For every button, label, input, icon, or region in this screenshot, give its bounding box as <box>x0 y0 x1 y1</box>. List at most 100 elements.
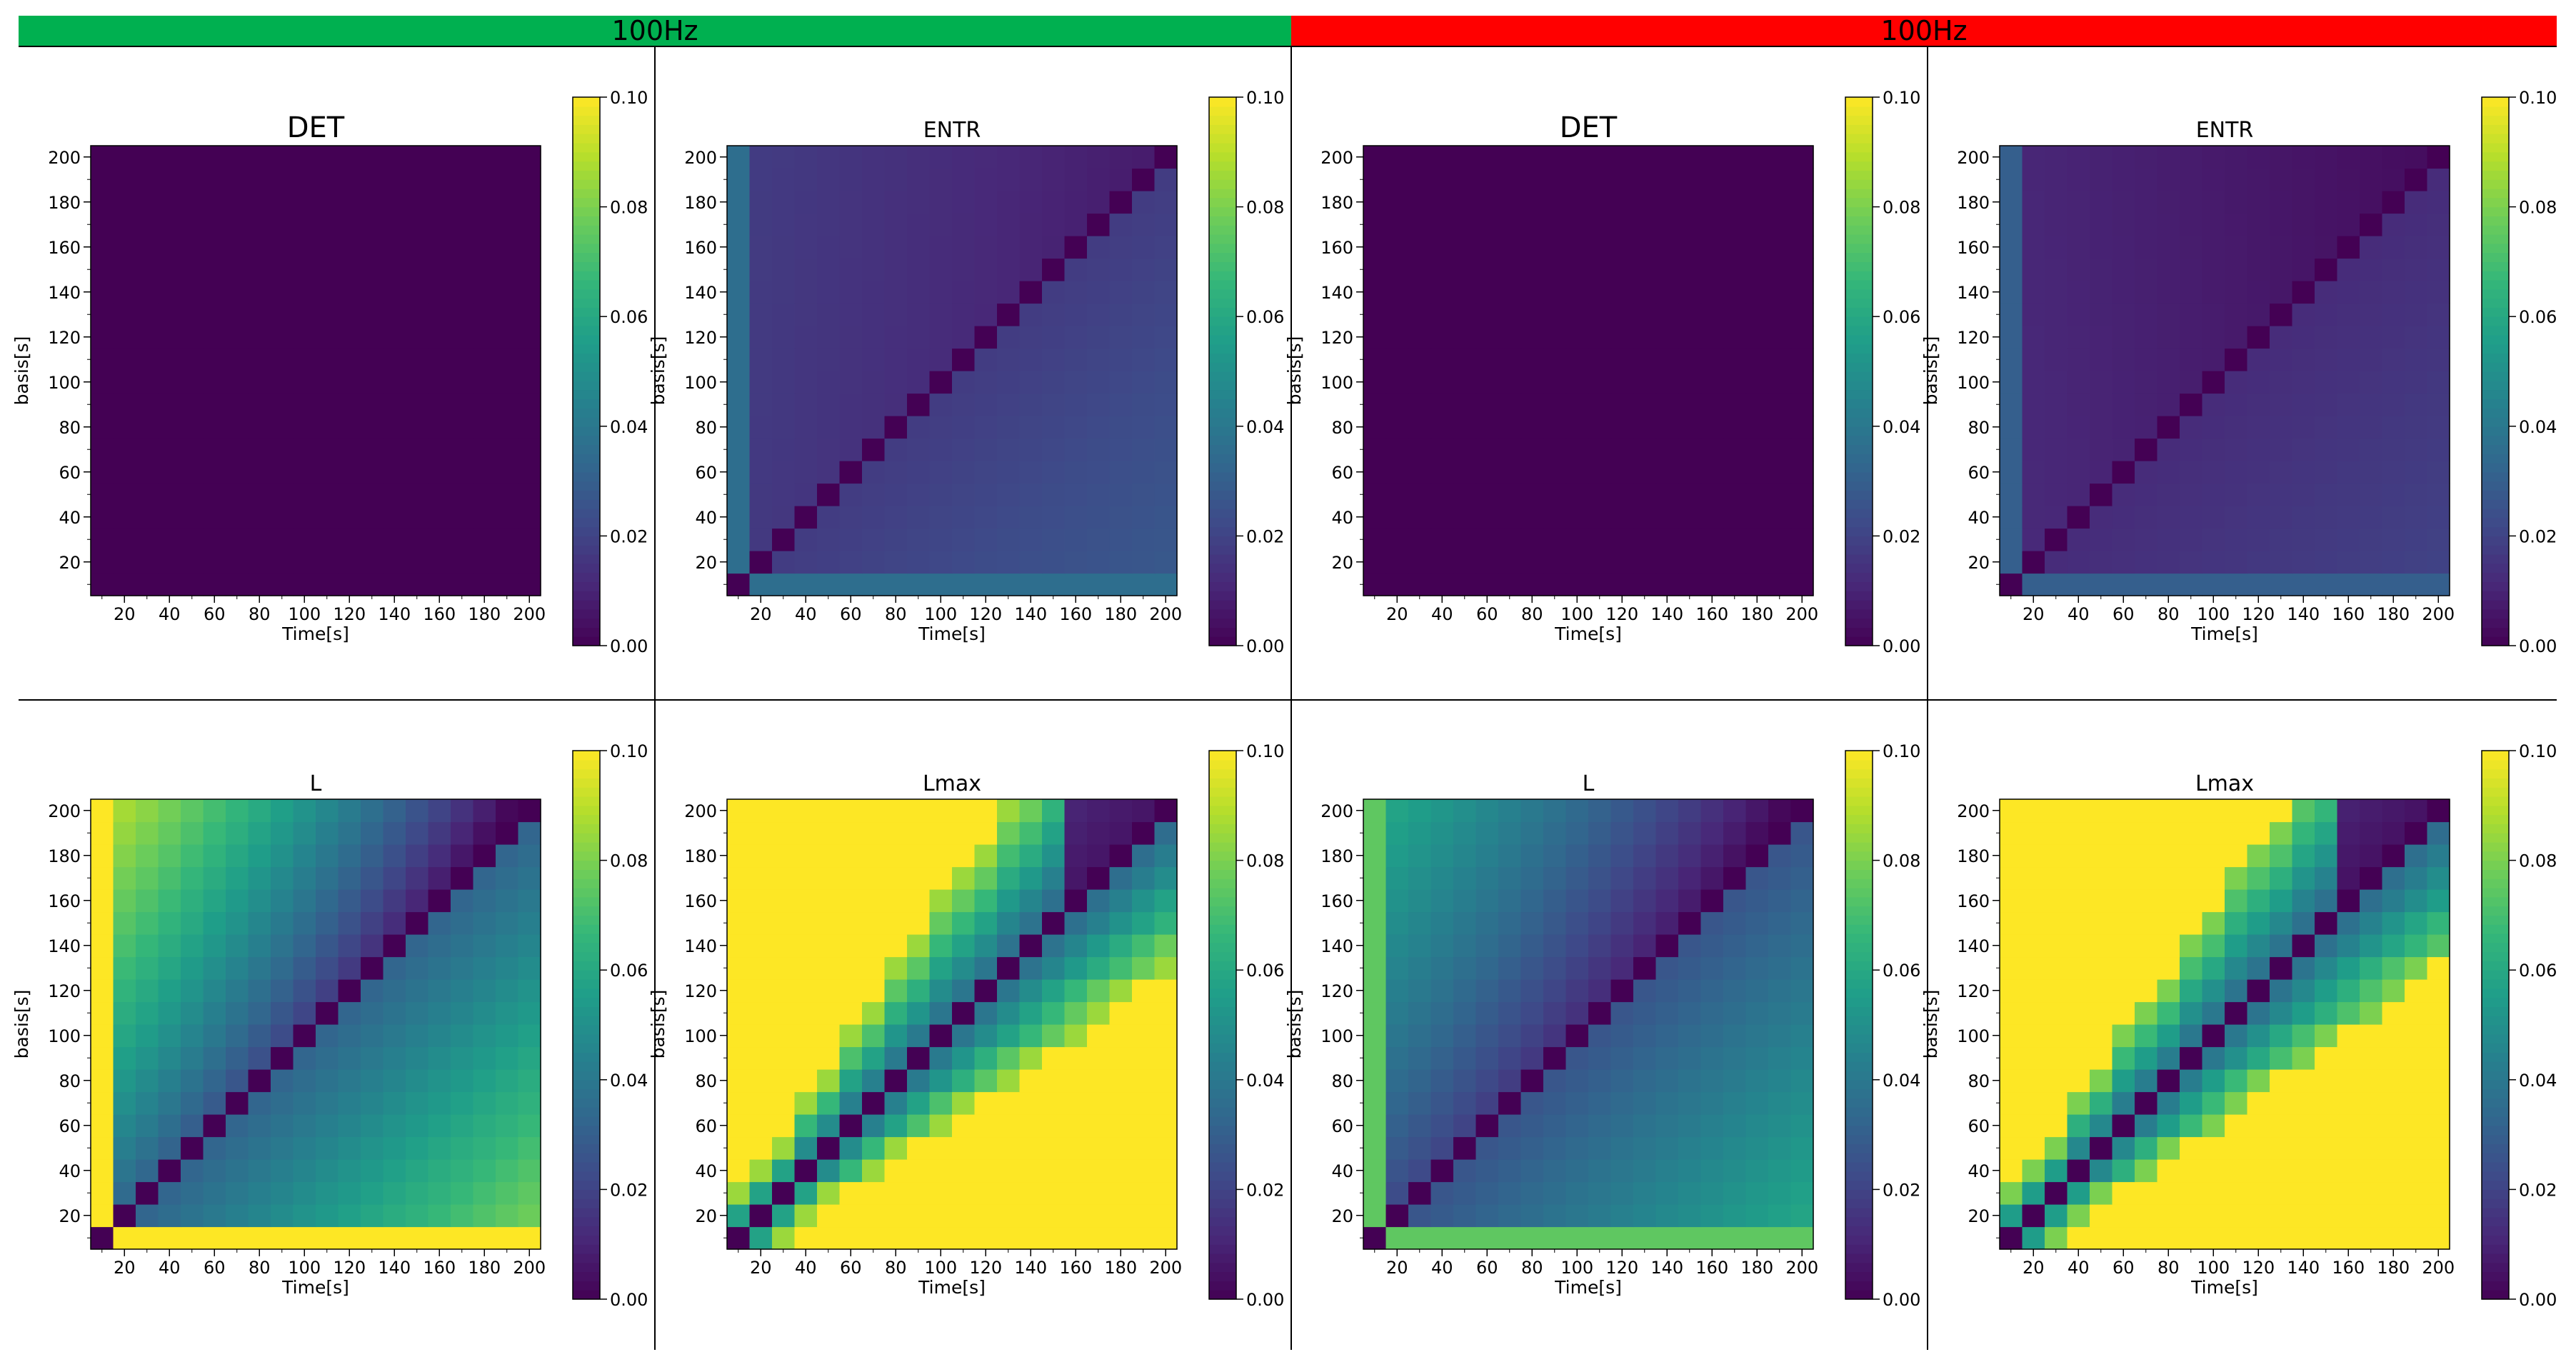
heatmap-cell <box>1109 799 1133 823</box>
y-tick-label: 160 <box>1957 891 1990 911</box>
heatmap-cell <box>428 1024 451 1048</box>
colorbar-segment <box>1845 860 1873 870</box>
heatmap-cell <box>2157 281 2180 304</box>
heatmap-cell <box>91 1001 114 1025</box>
colorbar-segment <box>573 435 600 445</box>
heatmap-cell <box>1588 146 1612 169</box>
heatmap-cell <box>2135 483 2158 506</box>
x-tick-label: 140 <box>2287 1258 2320 1278</box>
heatmap-cell <box>1588 236 1612 259</box>
heatmap-cell <box>749 889 773 913</box>
colorbar-segment <box>1209 1016 1236 1026</box>
heatmap-cell <box>794 326 818 349</box>
heatmap-cell <box>2022 416 2045 439</box>
heatmap-cell <box>839 213 863 236</box>
heatmap-cell <box>1745 483 1769 506</box>
heatmap-cell <box>2135 1226 2158 1250</box>
colorbar-segment <box>1845 1016 1873 1026</box>
heatmap-cell <box>1655 551 1679 574</box>
heatmap-cell <box>518 1181 541 1205</box>
heatmap-cell <box>2427 1069 2450 1093</box>
colorbar-segment <box>573 1134 600 1144</box>
heatmap-cell <box>181 236 204 259</box>
heatmap-cell <box>2315 168 2338 191</box>
colorbar-tick-label: 0.00 <box>610 1290 648 1310</box>
heatmap-cell <box>1790 1181 1814 1205</box>
heatmap-cell <box>1453 1069 1477 1093</box>
heatmap-cell <box>1019 191 1043 214</box>
heatmap-cell <box>496 1069 519 1093</box>
heatmap-cell <box>293 1114 316 1138</box>
heatmap-cell <box>1498 821 1522 845</box>
heatmap-cell <box>2225 258 2248 281</box>
colorbar-segment <box>1209 161 1236 171</box>
heatmap-cell <box>1475 889 1499 913</box>
heatmap-cell <box>2427 844 2450 868</box>
heatmap-cell <box>338 483 361 506</box>
heatmap-cell <box>794 168 818 191</box>
colorbar-segment <box>573 124 600 134</box>
heatmap-cell <box>293 1136 316 1160</box>
heatmap-cell <box>929 1024 953 1048</box>
heatmap-cell <box>749 1181 773 1205</box>
heatmap-cell <box>158 1114 181 1138</box>
colorbar-frame <box>2481 750 2510 1300</box>
heatmap-cell <box>1087 326 1111 349</box>
heatmap-cell <box>1768 551 1792 574</box>
heatmap-cell <box>271 866 294 890</box>
heatmap-cell <box>974 281 998 304</box>
heatmap-cell <box>2382 799 2405 823</box>
heatmap-cell <box>1363 168 1387 191</box>
heatmap-cell <box>1430 1159 1454 1183</box>
colorbar-segment <box>573 536 600 546</box>
heatmap-cell <box>1430 889 1454 913</box>
heatmap-cell <box>293 393 316 416</box>
x-tick-label: 80 <box>2157 604 2180 624</box>
heatmap-cell <box>1154 258 1178 281</box>
heatmap-cell <box>2382 1046 2405 1070</box>
heatmap-cell <box>271 303 294 326</box>
heatmap-cell <box>839 866 863 890</box>
heatmap-cell <box>862 1136 886 1160</box>
heatmap-cell <box>113 506 136 529</box>
colorbar-segment <box>1845 1043 1873 1053</box>
heatmap-cell <box>2112 979 2135 1003</box>
heatmap-cell <box>907 1136 931 1160</box>
x-tick-label: 200 <box>1785 604 1818 624</box>
heatmap-cell <box>794 1114 818 1138</box>
y-tick-label: 80 <box>59 1071 81 1091</box>
x-tick-label: 100 <box>1560 1258 1593 1278</box>
colorbar-segment <box>1845 1226 1873 1236</box>
plot-frame <box>1999 145 2450 596</box>
heatmap-cell <box>1745 1226 1769 1250</box>
heatmap-cell <box>1385 1204 1409 1228</box>
heatmap-cell <box>1363 371 1387 394</box>
heatmap-cell <box>1475 461 1499 484</box>
heatmap-cell <box>907 461 931 484</box>
heatmap-cell <box>203 438 226 461</box>
heatmap-cell <box>2225 281 2248 304</box>
heatmap-cell <box>496 956 519 980</box>
heatmap-cell <box>1408 1226 1432 1250</box>
heatmap-cell <box>158 506 181 529</box>
x-axis-label: Time[s] <box>281 1277 349 1298</box>
heatmap-cell <box>1678 866 1702 890</box>
x-tick-label: 40 <box>1431 604 1453 624</box>
heatmap-cell <box>1042 1024 1066 1048</box>
heatmap-cell <box>1109 461 1133 484</box>
heatmap-cell <box>1064 911 1088 935</box>
y-tick-label: 140 <box>48 936 81 956</box>
heatmap-cell <box>929 1181 953 1205</box>
colorbar-segment <box>573 115 600 125</box>
heatmap-cell <box>2090 551 2113 574</box>
heatmap-cell <box>2315 889 2338 913</box>
heatmap-cell <box>2405 1024 2428 1048</box>
heatmap-cell <box>1498 438 1522 461</box>
heatmap-cell <box>2225 438 2248 461</box>
heatmap-cell <box>496 979 519 1003</box>
heatmap-cell <box>136 934 159 958</box>
heatmap-cell <box>473 844 496 868</box>
heatmap-cell <box>2000 979 2023 1003</box>
heatmap-cell <box>1655 326 1679 349</box>
heatmap-cell <box>203 1046 226 1070</box>
